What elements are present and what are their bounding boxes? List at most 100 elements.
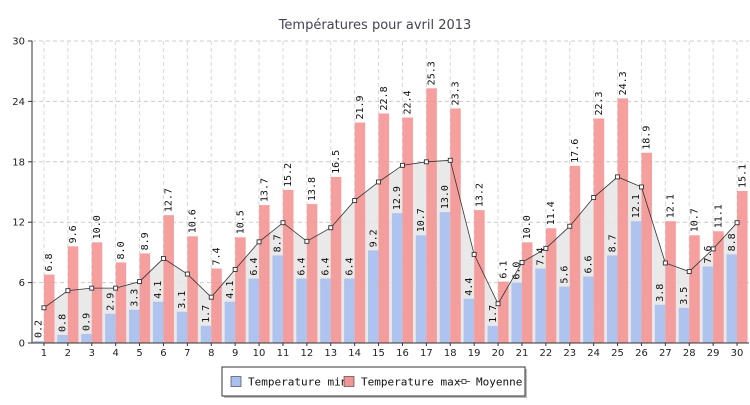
data-label-max: 10.0 bbox=[522, 215, 533, 239]
data-label-max: 21.9 bbox=[355, 95, 366, 119]
data-label-max: 8.0 bbox=[116, 241, 127, 259]
average-point bbox=[41, 305, 47, 311]
data-label-min: 3.8 bbox=[655, 284, 666, 302]
y-tick-label: 30 bbox=[12, 37, 25, 48]
data-label-min: 6.0 bbox=[512, 262, 523, 280]
average-point bbox=[519, 260, 525, 265]
bar-max bbox=[67, 246, 79, 343]
bar-min bbox=[535, 268, 546, 343]
data-label-min: 1.7 bbox=[488, 305, 499, 323]
average-point bbox=[304, 238, 310, 244]
x-tick-label: 16 bbox=[396, 348, 409, 359]
x-tick-label: 3 bbox=[89, 348, 95, 359]
bar-min bbox=[368, 250, 379, 343]
bar-min bbox=[487, 325, 499, 343]
x-tick-label: 13 bbox=[324, 348, 337, 359]
average-point bbox=[256, 239, 262, 245]
data-label-max: 10.5 bbox=[235, 210, 246, 234]
data-label-max: 16.5 bbox=[331, 150, 342, 174]
bar-min bbox=[57, 334, 68, 343]
legend-box bbox=[221, 366, 526, 397]
data-label-min: 4.4 bbox=[464, 278, 475, 296]
legend[interactable]: Temperature min Temperature max Moyenne bbox=[221, 366, 527, 398]
average-point bbox=[280, 220, 286, 226]
bar-min bbox=[630, 221, 642, 343]
bar-min bbox=[105, 313, 116, 343]
x-tick-label: 2 bbox=[65, 348, 71, 359]
average-point bbox=[352, 198, 358, 204]
x-tick-label: 27 bbox=[659, 348, 672, 359]
average-point bbox=[543, 245, 549, 251]
average-point bbox=[567, 223, 573, 229]
bar-min bbox=[320, 278, 331, 343]
bar-max bbox=[474, 210, 485, 343]
bar-max bbox=[713, 231, 724, 343]
data-label-max: 9.6 bbox=[68, 225, 79, 243]
data-label-max: 23.3 bbox=[451, 81, 462, 105]
x-tick-label: 30 bbox=[731, 348, 744, 359]
data-label-max: 15.2 bbox=[283, 163, 294, 187]
data-label-max: 12.7 bbox=[164, 188, 175, 212]
data-label-max: 6.8 bbox=[44, 253, 55, 271]
x-tick-label: 11 bbox=[277, 348, 290, 359]
bar-min bbox=[678, 307, 690, 343]
data-label-min: 3.1 bbox=[177, 291, 188, 309]
bar-min bbox=[344, 278, 355, 343]
average-line bbox=[41, 157, 740, 311]
data-label-min: 0.8 bbox=[58, 314, 69, 332]
data-label-min: 3.5 bbox=[679, 287, 690, 305]
data-label-max: 6.1 bbox=[498, 261, 509, 279]
data-label-max: 18.9 bbox=[642, 126, 653, 150]
data-label-max: 10.0 bbox=[92, 215, 103, 239]
bar-max bbox=[91, 242, 103, 343]
average-series-line bbox=[43, 159, 738, 309]
bar-max bbox=[235, 237, 246, 343]
data-labels: 0.2 6.8 0.8 9.6 0.9 10.0 2.9 8.0 3.3 8.9 4.1 12.7 3.… bbox=[34, 61, 749, 338]
data-label-min: 8.8 bbox=[727, 233, 738, 251]
average-point bbox=[447, 157, 453, 163]
data-label-min: 4.1 bbox=[153, 281, 164, 299]
average-point bbox=[615, 174, 620, 180]
bar-min bbox=[463, 298, 475, 343]
average-point bbox=[686, 269, 692, 274]
x-tick-label: 1 bbox=[41, 348, 47, 359]
bar-min bbox=[702, 266, 714, 343]
bars bbox=[33, 88, 748, 344]
bar-max bbox=[498, 281, 509, 343]
bar-min bbox=[559, 286, 570, 343]
bar-max bbox=[139, 253, 151, 343]
data-label-min: 0.2 bbox=[34, 320, 45, 338]
legend-label-avg: Moyenne bbox=[476, 376, 522, 389]
data-label-max: 12.1 bbox=[666, 194, 677, 218]
legend-swatch-min bbox=[230, 376, 242, 387]
data-label-min: 6.4 bbox=[344, 258, 355, 276]
data-label-min: 8.7 bbox=[273, 234, 284, 252]
data-label-min: 6.4 bbox=[297, 258, 308, 276]
bar-min bbox=[200, 325, 212, 343]
bar-max bbox=[569, 165, 581, 343]
average-point bbox=[89, 285, 95, 291]
data-label-min: 0.9 bbox=[81, 313, 92, 331]
bar-max bbox=[665, 221, 676, 343]
bar-max bbox=[282, 189, 294, 343]
bar-max bbox=[450, 108, 461, 344]
data-label-min: 6.4 bbox=[320, 258, 331, 276]
data-label-max: 24.3 bbox=[618, 71, 629, 95]
data-label-min: 6.6 bbox=[583, 255, 594, 273]
average-point bbox=[113, 285, 119, 291]
bar-max bbox=[545, 228, 557, 343]
x-tick-label: 20 bbox=[492, 348, 505, 359]
data-label-max: 8.9 bbox=[140, 232, 151, 250]
bar-min bbox=[583, 276, 594, 343]
x-tick-label: 29 bbox=[707, 348, 720, 359]
data-label-max: 13.7 bbox=[259, 178, 270, 202]
bar-min bbox=[176, 311, 188, 343]
x-tick-label: 7 bbox=[184, 348, 190, 359]
x-tick-label: 4 bbox=[112, 348, 118, 359]
bar-min bbox=[272, 255, 283, 343]
bar-max bbox=[115, 262, 127, 343]
data-label-max: 7.4 bbox=[212, 247, 223, 265]
data-label-min: 8.7 bbox=[607, 234, 618, 252]
